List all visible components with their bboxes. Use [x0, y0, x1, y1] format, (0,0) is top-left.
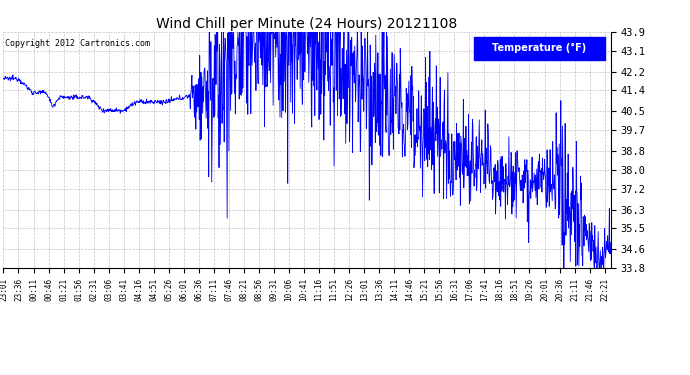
Title: Wind Chill per Minute (24 Hours) 20121108: Wind Chill per Minute (24 Hours) 2012110…: [157, 17, 457, 31]
FancyBboxPatch shape: [474, 37, 604, 60]
Text: Temperature (°F): Temperature (°F): [492, 44, 586, 54]
Text: Copyright 2012 Cartronics.com: Copyright 2012 Cartronics.com: [5, 39, 150, 48]
